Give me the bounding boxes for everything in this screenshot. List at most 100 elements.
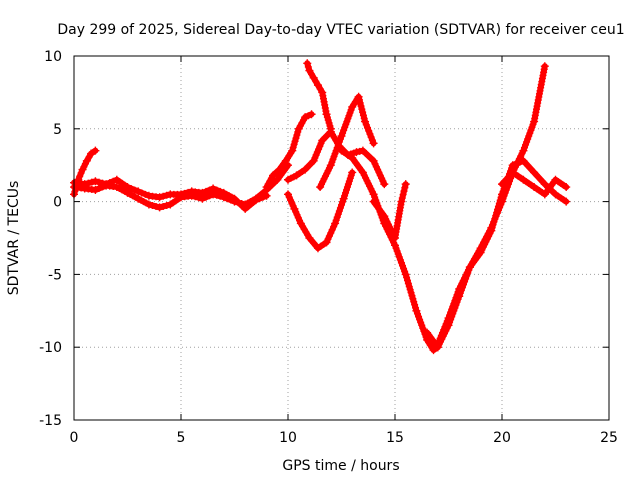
data-point-interp xyxy=(517,174,525,182)
data-point-interp xyxy=(131,186,139,194)
data-point-interp xyxy=(332,216,340,224)
data-point-interp xyxy=(357,102,365,110)
data-point-interp xyxy=(397,201,405,209)
data-point-interp xyxy=(516,158,524,166)
data-point-interp xyxy=(356,147,364,155)
data-point-interp xyxy=(335,207,343,215)
x-tick-label: 5 xyxy=(177,430,186,446)
data-point-interp xyxy=(549,188,557,196)
axis-ticks: 0 5 10 15 20 25 -15 -10 -5 0 5 10 xyxy=(39,49,618,446)
data-point-interp xyxy=(324,235,332,243)
data-point xyxy=(91,177,100,186)
data-point xyxy=(87,149,96,158)
data-point-interp xyxy=(312,77,320,85)
data-point-interp xyxy=(367,133,375,141)
series-band xyxy=(338,147,441,354)
data-point-interp xyxy=(206,186,214,194)
data-point-interp xyxy=(173,190,181,198)
data-point-interp xyxy=(328,226,336,234)
data-point-interp xyxy=(325,164,333,172)
data-point-interp xyxy=(560,196,568,204)
data-point-interp xyxy=(289,202,297,210)
data-point-interp xyxy=(159,202,167,210)
data-point-interp xyxy=(308,70,316,78)
data-point-interp xyxy=(336,204,344,212)
y-tick-label: 10 xyxy=(44,49,62,65)
data-point-interp xyxy=(99,179,107,187)
data-point-interp xyxy=(512,160,520,168)
data-point-interp xyxy=(527,181,535,189)
data-point-interp xyxy=(359,108,367,116)
data-point-interp xyxy=(316,85,324,93)
x-tick-label: 25 xyxy=(600,430,618,446)
data-point-interp xyxy=(320,240,328,248)
data-point-interp xyxy=(293,131,301,139)
x-tick-label: 15 xyxy=(386,430,404,446)
data-point-interp xyxy=(539,178,547,186)
data-point xyxy=(309,73,318,82)
data-point xyxy=(303,59,312,68)
data-point-interp xyxy=(300,116,308,124)
data-point-interp xyxy=(85,153,93,161)
data-point-interp xyxy=(127,184,135,192)
data-point-interp xyxy=(401,267,409,275)
data-point-interp xyxy=(333,213,341,221)
data-point-interp xyxy=(106,179,114,187)
data-point-interp xyxy=(121,181,129,189)
data-series xyxy=(70,59,571,355)
data-point-interp xyxy=(443,324,451,332)
data-point-interp xyxy=(496,196,504,204)
data-point-interp xyxy=(142,199,150,207)
data-point-interp xyxy=(330,223,338,231)
data-point-interp xyxy=(494,205,502,213)
chart-title: Day 299 of 2025, Sidereal Day-to-day VTE… xyxy=(57,22,624,38)
data-point-interp xyxy=(405,283,413,291)
y-tick-label: -5 xyxy=(48,267,62,283)
data-point-interp xyxy=(76,172,84,180)
data-point-interp xyxy=(401,184,409,192)
data-point-interp xyxy=(296,217,304,225)
data-point-interp xyxy=(398,194,406,202)
data-point-interp xyxy=(95,184,103,192)
data-point-interp xyxy=(304,112,312,120)
data-point-interp xyxy=(486,229,494,237)
data-point-interp xyxy=(84,179,92,187)
data-point-interp xyxy=(255,195,263,203)
data-point xyxy=(313,81,322,90)
y-tick-label: -10 xyxy=(39,340,62,356)
data-point-interp xyxy=(347,171,355,179)
data-point-interp xyxy=(366,130,374,138)
series-sat-a xyxy=(70,146,100,199)
data-point-interp xyxy=(338,201,345,209)
data-point-interp xyxy=(363,124,371,132)
data-point-interp xyxy=(308,159,316,167)
data-point-interp xyxy=(365,127,373,135)
data-point-interp xyxy=(368,136,376,144)
series-sat-h xyxy=(316,92,378,192)
data-point-interp xyxy=(184,188,192,196)
data-point-interp xyxy=(339,198,347,206)
data-point-interp xyxy=(356,99,364,107)
x-tick-label: 0 xyxy=(70,430,79,446)
data-point-interp xyxy=(148,201,156,209)
data-point-interp xyxy=(287,149,295,157)
series-sat-g xyxy=(284,168,357,253)
data-point-interp xyxy=(560,181,568,189)
data-point-interp xyxy=(132,193,140,201)
data-point-interp xyxy=(528,166,536,174)
data-point-interp xyxy=(259,193,267,201)
data-point-interp xyxy=(334,210,342,218)
data-point-interp xyxy=(488,224,496,232)
data-point-interp xyxy=(141,190,149,198)
data-point xyxy=(262,191,271,200)
data-point-interp xyxy=(152,193,160,201)
data-point-interp xyxy=(81,160,89,168)
data-point xyxy=(305,66,314,75)
data-point-interp xyxy=(367,154,375,162)
data-point-interp xyxy=(368,188,376,196)
series-sat-f xyxy=(303,59,335,133)
data-point-interp xyxy=(272,168,280,176)
data-point-interp xyxy=(216,187,224,195)
data-point-interp xyxy=(360,114,368,122)
data-point-interp xyxy=(408,292,416,300)
